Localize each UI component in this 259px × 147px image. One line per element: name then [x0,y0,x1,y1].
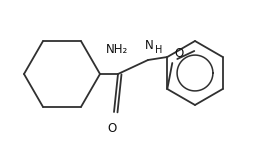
Text: H: H [155,45,162,55]
Text: NH₂: NH₂ [106,43,128,56]
Text: O: O [107,122,117,135]
Text: O: O [174,47,184,60]
Text: N: N [145,39,153,52]
